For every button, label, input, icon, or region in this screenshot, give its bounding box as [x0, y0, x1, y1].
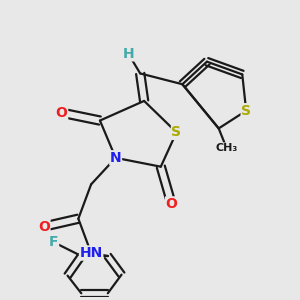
Text: F: F: [49, 235, 58, 249]
Text: S: S: [241, 104, 251, 118]
Text: N: N: [110, 151, 122, 165]
Text: H: H: [123, 47, 134, 61]
Text: S: S: [172, 125, 182, 139]
Text: O: O: [56, 106, 68, 120]
Text: O: O: [38, 220, 50, 234]
Text: O: O: [166, 197, 178, 211]
Text: CH₃: CH₃: [215, 143, 238, 153]
Text: HN: HN: [80, 246, 103, 260]
